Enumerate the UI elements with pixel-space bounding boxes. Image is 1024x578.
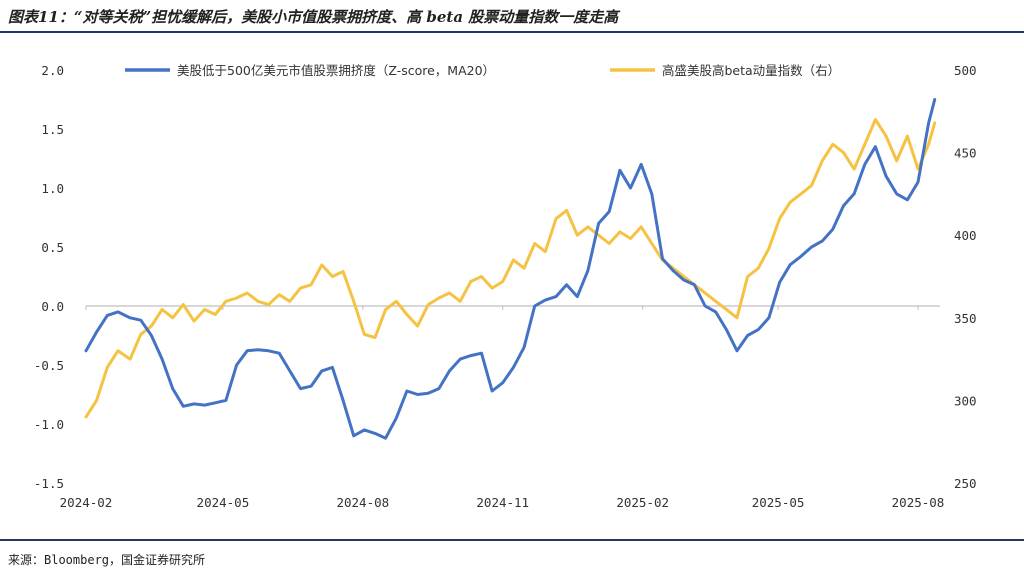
y-left-tick-label: -0.5	[34, 358, 64, 373]
y-left-tick-label: -1.5	[34, 476, 64, 491]
y-right-tick-label: 500	[954, 63, 977, 78]
y-right-tick-label: 250	[954, 476, 977, 491]
y-left-tick-label: 1.5	[41, 122, 64, 137]
y-right-tick-label: 400	[954, 228, 977, 243]
x-tick-label: 2024-08	[336, 495, 389, 510]
legend-label: 美股低于500亿美元市值股票拥挤度（Z-score，MA20）	[177, 63, 495, 78]
series-line-crowding	[84, 98, 937, 440]
y-left-tick-label: -1.0	[34, 417, 64, 432]
source-note: 来源：Bloomberg，国金证券研究所	[8, 553, 206, 567]
x-tick-label: 2024-11	[476, 495, 529, 510]
y-left-tick-label: 0.0	[41, 299, 64, 314]
x-tick-label: 2025-08	[892, 495, 945, 510]
top-rule	[0, 31, 1024, 33]
figure-title: 图表11：“对等关税”担忧缓解后，美股小市值股票拥挤度、高 beta 股票动量指…	[8, 8, 619, 26]
legend: 美股低于500亿美元市值股票拥挤度（Z-score，MA20） 高盛美股高beta…	[125, 63, 840, 78]
y-right-tick-label: 450	[954, 146, 977, 161]
y-left-tick-label: 1.0	[41, 181, 64, 196]
x-tick-label: 2025-02	[616, 495, 669, 510]
bottom-rule	[0, 539, 1024, 541]
series-line-beta-momentum	[84, 118, 937, 419]
y-axis-left: 2.0 1.5 1.0 0.5 0.0 -0.5 -1.0 -1.5	[34, 63, 64, 491]
x-axis: 2024-02 2024-05 2024-08 2024-11 2025-02 2025-…	[60, 306, 945, 510]
x-tick-label: 2025-05	[752, 495, 805, 510]
legend-label: 高盛美股高beta动量指数（右）	[662, 63, 840, 78]
series-lines	[84, 98, 937, 440]
x-tick-label: 2024-05	[197, 495, 250, 510]
y-left-tick-label: 2.0	[41, 63, 64, 78]
y-axis-right: 500 450 400 350 300 250	[954, 63, 977, 491]
x-tick-label: 2024-02	[60, 495, 113, 510]
y-left-tick-label: 0.5	[41, 240, 64, 255]
y-right-tick-label: 350	[954, 311, 977, 326]
y-right-tick-label: 300	[954, 393, 977, 408]
